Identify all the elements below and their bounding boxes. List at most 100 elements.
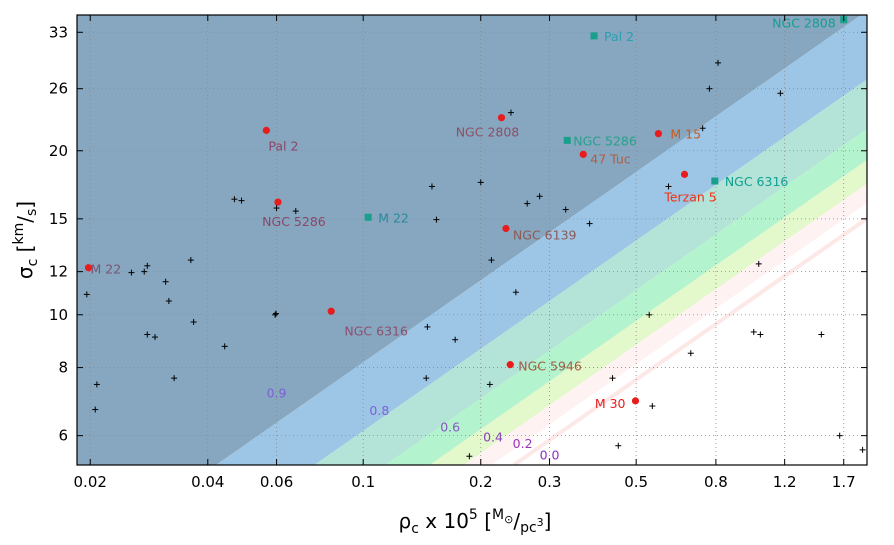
y-tick-label: 15: [49, 210, 68, 228]
axis-ticks: 0.02 0.04 0.06 0.1 0.2 0.3 0.5 0.8 1.2 1.7 6 8 10 12 1…: [49, 15, 867, 491]
band-labels: 0.9 0.8 0.6 0.4 0.2 0.0: [267, 385, 560, 462]
cross-marker: [562, 206, 569, 213]
cross-marker: [221, 343, 228, 350]
cross-marker: [292, 208, 299, 215]
cross-marker: [859, 446, 866, 453]
cyan-point-label: NGC 2808: [772, 16, 836, 31]
x-tick-label: 0.1: [351, 473, 375, 491]
x-axis-label: ρc x 105 [M⊙/pc3]: [399, 507, 552, 537]
cross-marker: [433, 216, 440, 223]
x-tick-label: 0.06: [260, 473, 293, 491]
cross-marker: [424, 323, 431, 330]
cross-marker: [238, 197, 245, 204]
cross-marker: [750, 328, 757, 335]
cross-marker: [151, 334, 158, 341]
cyan-point: [364, 213, 372, 221]
red-point: [579, 150, 587, 158]
cyan-point-label: NGC 6316: [725, 174, 789, 189]
cross-marker: [706, 85, 713, 92]
cross-marker: [83, 291, 90, 298]
band-0-9: [77, 15, 862, 465]
y-tick-label: 10: [49, 306, 68, 324]
red-point: [327, 307, 335, 315]
cross-marker: [92, 406, 99, 413]
cross-marker: [162, 278, 169, 285]
grid-lines: [77, 15, 867, 465]
red-point-label: M 30: [595, 396, 626, 411]
cross-marker: [144, 262, 151, 269]
cross-marker: [687, 350, 694, 357]
cross-markers: [83, 59, 866, 460]
y-tick-label: 20: [49, 142, 68, 160]
red-point-label: Pal 2: [268, 138, 298, 153]
x-tick-label: 0.8: [704, 473, 728, 491]
cross-marker: [512, 289, 519, 296]
red-point: [84, 264, 93, 272]
red-point-label: NGC 6316: [344, 323, 408, 338]
cross-marker: [144, 331, 151, 338]
cross-marker: [272, 311, 279, 318]
red-point: [680, 170, 689, 178]
red-point-label: NGC 5946: [518, 359, 582, 374]
confidence-bands: [77, 15, 867, 465]
band-0-4: [385, 129, 867, 465]
band-edge: [512, 216, 867, 465]
cyan-point-label: Pal 2: [604, 29, 634, 44]
y-tick-label: 12: [49, 263, 68, 281]
red-point-label: Terzan 5: [663, 189, 716, 204]
cross-marker: [649, 403, 656, 410]
cross-marker: [171, 375, 178, 382]
cross-marker: [187, 257, 194, 264]
band-0-8: [216, 15, 867, 465]
cross-marker: [609, 375, 616, 382]
red-point: [654, 130, 662, 138]
cross-marker: [536, 193, 543, 200]
cross-marker: [757, 331, 764, 338]
y-tick-label: 26: [49, 80, 68, 98]
plot-frame: [76, 14, 868, 466]
cyan-point-label: NGC 5286: [573, 133, 637, 148]
cyan-point-label: M 22: [378, 210, 409, 225]
x-tick-label: 0.3: [538, 473, 562, 491]
cross-marker: [128, 269, 135, 276]
cross-marker: [714, 59, 721, 66]
cross-marker: [524, 200, 531, 207]
red-point-label: M 15: [670, 127, 701, 142]
cross-marker: [165, 297, 172, 304]
cross-marker: [273, 205, 280, 212]
red-point-label: NGC 2808: [456, 125, 520, 140]
band-label: 0.2: [513, 436, 533, 451]
x-tick-label: 0.2: [469, 473, 493, 491]
cross-marker: [452, 336, 459, 343]
cross-marker: [836, 432, 843, 439]
x-tick-label: 0.04: [191, 473, 224, 491]
cross-marker: [272, 310, 279, 317]
red-point-label: NGC 6139: [513, 227, 577, 242]
cyan-point: [563, 136, 571, 144]
red-point: [631, 397, 640, 405]
red-point-label: 47 Tuc: [590, 151, 631, 166]
cross-marker: [507, 109, 514, 116]
x-tick-label: 0.5: [624, 473, 648, 491]
y-tick-label: 8: [58, 359, 68, 377]
band-label: 0.0: [540, 448, 560, 463]
cross-marker: [586, 220, 593, 227]
x-tick-label: 0.02: [74, 473, 107, 491]
cross-marker: [777, 90, 784, 97]
cross-marker: [615, 442, 622, 449]
cross-marker: [699, 125, 706, 132]
cross-marker: [818, 331, 825, 338]
cross-marker: [665, 183, 672, 190]
red-point: [506, 361, 514, 369]
red-point: [502, 224, 510, 233]
red-point: [497, 114, 506, 122]
cross-marker: [231, 196, 238, 203]
cross-marker: [423, 375, 430, 382]
cross-marker: [486, 381, 493, 388]
y-axis-label: σc [km/s]: [11, 201, 41, 279]
cyan-point: [711, 177, 719, 185]
band-0-2: [429, 159, 867, 465]
cross-marker: [755, 260, 762, 267]
cross-marker: [428, 183, 435, 190]
